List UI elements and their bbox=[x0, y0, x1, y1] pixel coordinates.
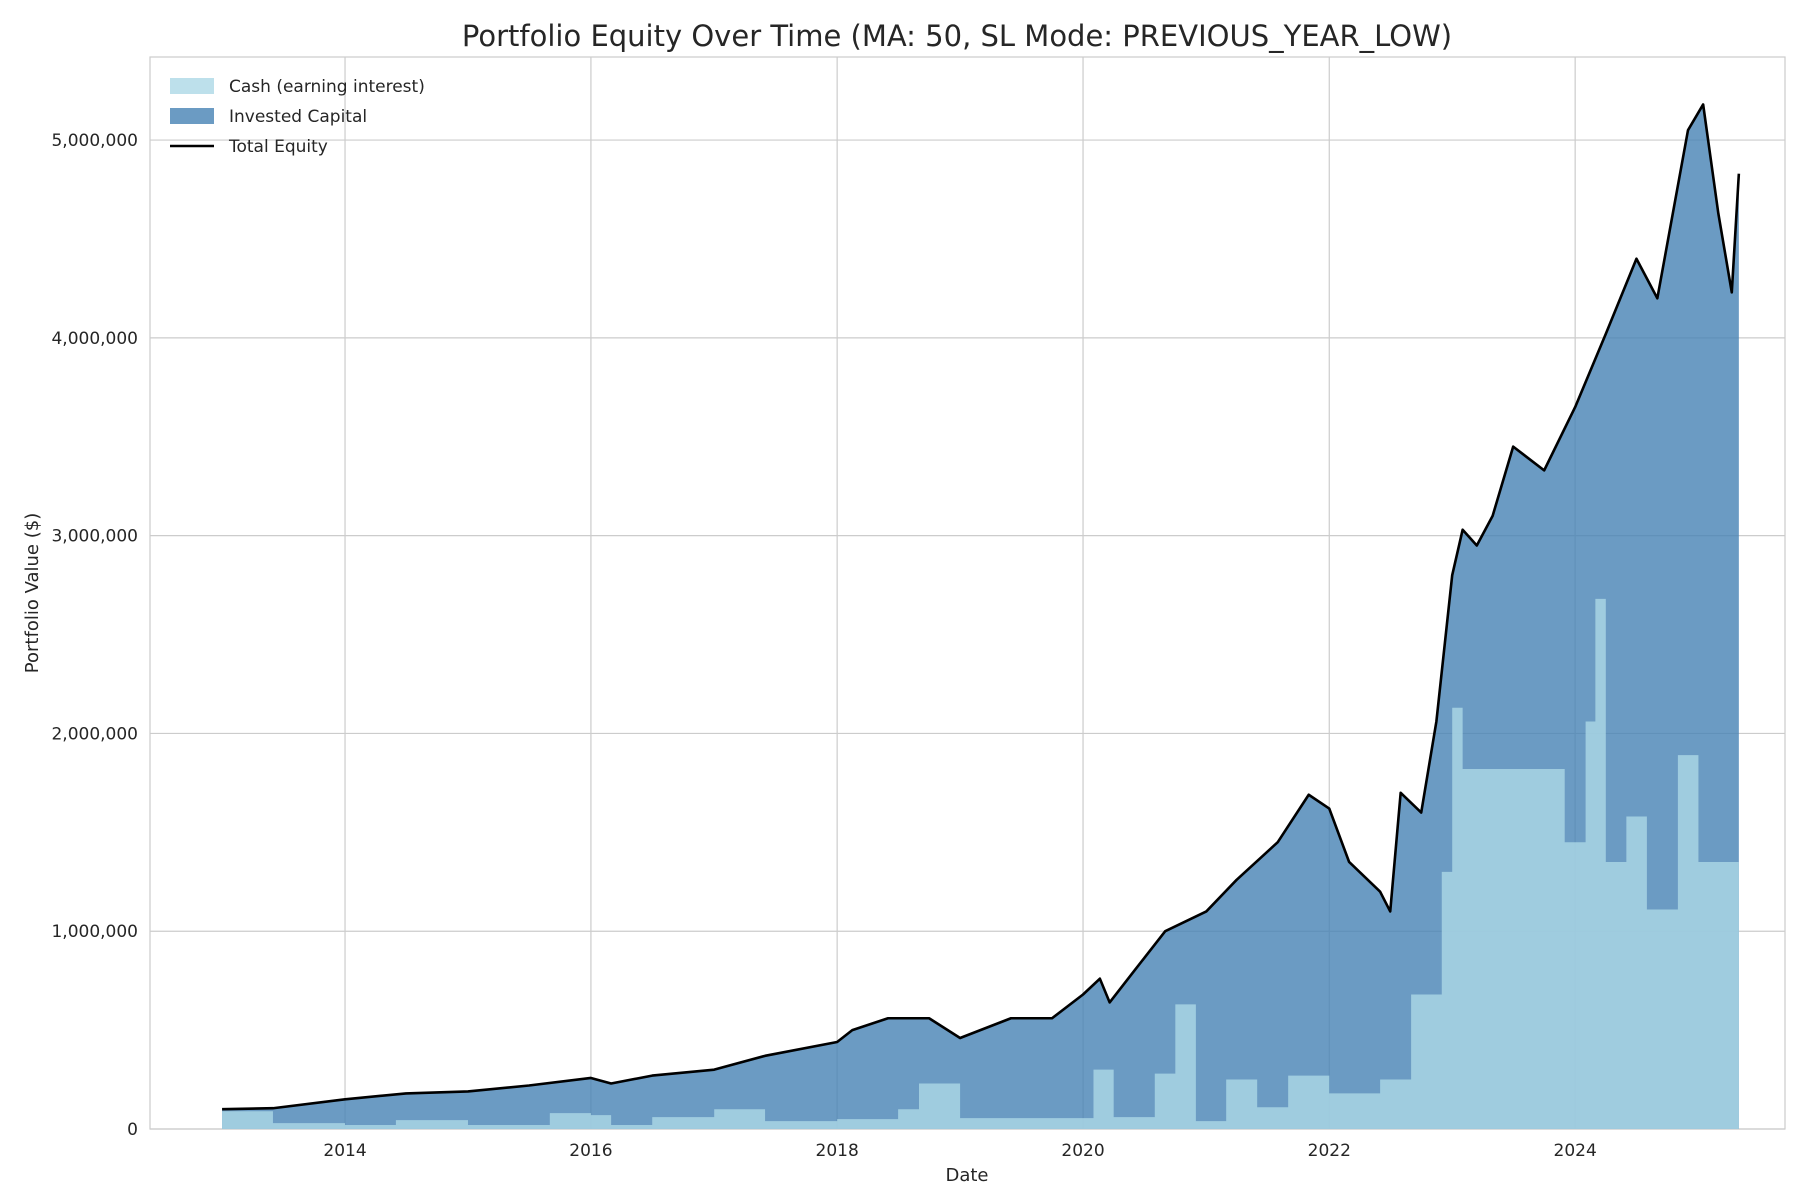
y-tick-label: 1,000,000 bbox=[51, 922, 138, 942]
legend-swatch bbox=[170, 108, 214, 124]
legend-label: Cash (earning interest) bbox=[229, 77, 425, 97]
total-equity-line bbox=[222, 103, 1741, 1111]
y-axis-label: Portfolio Value ($) bbox=[22, 513, 43, 673]
x-tick-label: 2016 bbox=[569, 1141, 612, 1161]
x-axis-label: Date bbox=[945, 1165, 988, 1186]
x-tick-label: 2022 bbox=[1308, 1141, 1351, 1161]
equity-line bbox=[222, 103, 1741, 1111]
x-tick-label: 2024 bbox=[1554, 1141, 1597, 1161]
x-axis-ticks: 2014 2016 2018 2020 2022 2024 bbox=[323, 1141, 1596, 1161]
legend-swatch bbox=[170, 78, 214, 94]
y-tick-label: 4,000,000 bbox=[51, 329, 138, 349]
x-tick-label: 2014 bbox=[323, 1141, 366, 1161]
y-tick-label: 3,000,000 bbox=[51, 527, 138, 547]
legend: Cash (earning interest) Invested Capital T… bbox=[170, 77, 425, 157]
y-tick-label: 2,000,000 bbox=[51, 724, 138, 744]
chart-title: Portfolio Equity Over Time (MA: 50, SL M… bbox=[462, 19, 1452, 53]
legend-label: Total Equity bbox=[228, 137, 328, 157]
y-tick-label: 0 bbox=[127, 1120, 138, 1140]
y-tick-label: 5,000,000 bbox=[51, 131, 138, 151]
x-tick-label: 2018 bbox=[816, 1141, 859, 1161]
x-tick-label: 2020 bbox=[1061, 1141, 1104, 1161]
legend-label: Invested Capital bbox=[229, 107, 367, 127]
cash-area bbox=[222, 598, 1739, 1129]
y-axis-ticks: 0 1,000,000 2,000,000 3,000,000 4,000,000 5,0… bbox=[51, 131, 138, 1140]
